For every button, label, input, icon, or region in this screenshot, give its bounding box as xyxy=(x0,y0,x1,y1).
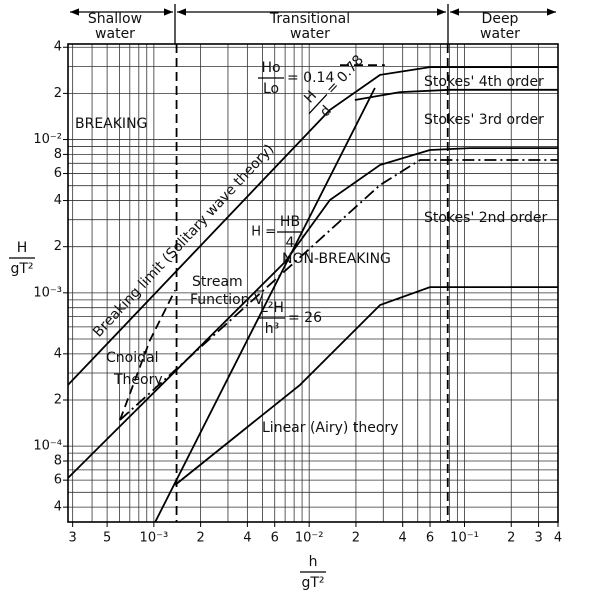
y-tick-label: 10⁻³ xyxy=(33,285,62,300)
region-label: water xyxy=(480,26,520,42)
y-tick-label: 8 xyxy=(54,453,62,468)
x-tick-label: 3 xyxy=(534,531,542,546)
y-tick-label: 6 xyxy=(54,166,62,181)
y-tick-label: 2 xyxy=(54,392,62,407)
annotation: Cnoidal xyxy=(106,350,158,366)
fraction-numerator: Ho xyxy=(261,60,280,76)
x-tick-label: 4 xyxy=(399,531,407,546)
y-tick-label: 2 xyxy=(54,86,62,101)
annotation: BREAKING xyxy=(75,116,147,132)
fraction-bar xyxy=(308,94,328,114)
annotation: Function V̅ xyxy=(190,290,264,308)
annotation: Theory xyxy=(113,372,163,388)
x-tick-label: 4 xyxy=(554,531,562,546)
y-tick-label: 4 xyxy=(54,193,62,208)
fraction-numerator: H xyxy=(17,240,28,256)
x-tick-label: 10⁻² xyxy=(295,531,324,546)
fraction-after: = 26 xyxy=(288,310,322,326)
boundary-curve xyxy=(67,261,286,479)
fraction-annotation: H = HB 4 xyxy=(251,214,303,251)
fraction-annotation: Ho Lo = 0.14 xyxy=(258,60,334,97)
x-tick-label: 2 xyxy=(196,531,204,546)
boundary-curve xyxy=(284,147,558,263)
boundary-curve xyxy=(119,289,176,421)
boundary-curve xyxy=(354,88,558,101)
annotation: NON-BREAKING xyxy=(282,251,391,267)
y-tick-label: 4 xyxy=(54,500,62,515)
fraction-denominator: Lo xyxy=(263,81,279,97)
region-label: water xyxy=(95,26,135,42)
y-tick-label: 10⁻² xyxy=(33,132,62,147)
region-label: Shallow xyxy=(88,11,142,27)
fraction-numerator: HB xyxy=(280,214,300,230)
fraction-numerator: H xyxy=(301,88,320,107)
y-tick-label: 8 xyxy=(54,147,62,162)
annotation: Stream xyxy=(192,274,243,290)
x-tick-label: 5 xyxy=(103,531,111,546)
x-tick-label: 4 xyxy=(243,531,251,546)
plot-border xyxy=(67,43,559,523)
fraction-denominator: gT² xyxy=(301,575,324,591)
y-tick-label: 6 xyxy=(54,473,62,488)
x-tick-label: 2 xyxy=(507,531,515,546)
annotation: Linear (Airy) theory xyxy=(262,420,398,436)
x-tick-label: 10⁻¹ xyxy=(450,531,479,546)
fraction-annotation: L²H h³ = 26 xyxy=(259,300,322,337)
region-arrows xyxy=(70,4,556,44)
fraction-denominator: 4 xyxy=(286,235,295,251)
fraction-denominator: h³ xyxy=(265,321,280,337)
x-tick-label: 6 xyxy=(271,531,279,546)
x-tick-label: 6 xyxy=(426,531,434,546)
fraction-numerator: L²H xyxy=(260,300,284,316)
x-tick-label: 10⁻³ xyxy=(140,531,169,546)
y-tick-label: 10⁻⁴ xyxy=(33,439,62,454)
x-tick-label: 3 xyxy=(69,531,77,546)
annotation: Stokes' 3rd order xyxy=(424,112,544,128)
fraction-numerator: h xyxy=(309,554,318,570)
boundary-curve xyxy=(174,286,558,486)
y-tick-label: 2 xyxy=(54,239,62,254)
boundary-curve xyxy=(67,66,558,386)
boundary-curve xyxy=(154,87,376,523)
region-label: Transitional xyxy=(269,11,350,27)
y-tick-label: 4 xyxy=(54,346,62,361)
region-label: Deep xyxy=(482,11,519,27)
fraction-after: = 0.14 xyxy=(287,70,334,86)
fraction-before: H = xyxy=(251,225,276,240)
fraction-denominator: d xyxy=(317,103,335,120)
annotation: Stokes' 4th order xyxy=(424,74,544,90)
boundary-curve xyxy=(119,159,558,421)
x-axis-title: h gT² xyxy=(300,554,326,591)
region-label: water xyxy=(290,26,330,42)
x-tick-label: 2 xyxy=(352,531,360,546)
fraction-denominator: gT² xyxy=(10,261,33,277)
annotation: Breaking limit (Solitary wave theory) xyxy=(90,141,277,340)
annotation: Stokes' 2nd order xyxy=(424,210,547,226)
y-tick-label: 4 xyxy=(54,40,62,55)
